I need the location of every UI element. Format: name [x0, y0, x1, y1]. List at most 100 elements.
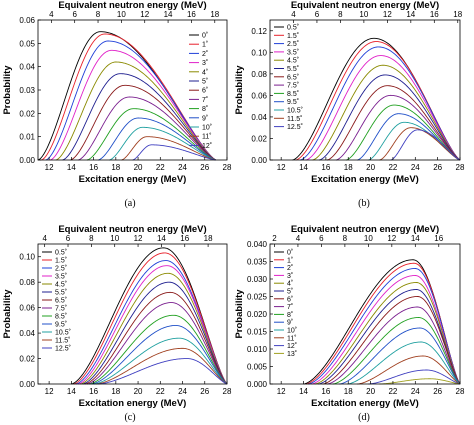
legend-label: 13˚: [287, 350, 297, 358]
top-tick-label: 6: [66, 234, 71, 243]
x-tick-label: 22: [388, 387, 397, 396]
series-line: [62, 73, 217, 161]
y-tick-label: 0.04: [19, 63, 35, 72]
series-line: [75, 260, 228, 385]
series-line: [312, 64, 461, 161]
y-tick-label: 0.04: [251, 113, 267, 122]
x-tick-label: 28: [223, 163, 232, 172]
top-tick-label: 10: [364, 234, 373, 243]
series-line: [80, 272, 228, 385]
top-tick-label: 6: [72, 10, 77, 19]
legend-label: 11.5˚: [55, 337, 70, 345]
series-line: [86, 108, 217, 161]
top-tick-label: 12: [383, 10, 392, 19]
top-tick-label: 16: [434, 234, 443, 243]
top-tick-label: 10: [117, 10, 126, 19]
top-tick-label: 4: [291, 10, 296, 19]
chart-panel-2: 12 14 16 18 20 22 24 26 28 Excitation energy (MeV…: [234, 0, 465, 209]
x-tick-label: 20: [134, 387, 143, 396]
y-tick-label: 0.02: [19, 109, 35, 118]
plot-frame: [37, 243, 228, 385]
legend-label: 8.5˚: [55, 313, 67, 321]
series-line: [311, 275, 461, 385]
series-line: [379, 378, 461, 385]
series-line: [305, 262, 461, 385]
top-tick-label: 12: [134, 234, 143, 243]
legend-label: 12.5˚: [55, 345, 71, 353]
legend-label: 9.5˚: [55, 321, 67, 329]
legend-label: 1.5˚: [55, 257, 67, 265]
x-tick-label: 12: [277, 163, 286, 172]
top-tick-label: 12: [140, 10, 149, 19]
top-tick-label: 14: [157, 234, 166, 243]
legend-label: 2˚: [202, 50, 208, 58]
top-tick-label: 14: [411, 234, 420, 243]
series-line: [55, 61, 217, 161]
legend-label: 0.5˚: [55, 249, 67, 257]
x-tick-label: 28: [456, 163, 465, 172]
top-axis-label: Equivalent neutron energy (MeV): [291, 224, 439, 235]
legend-label: 4.5˚: [287, 57, 299, 65]
x-tick-label: 12: [277, 387, 286, 396]
plot-frame: [269, 243, 461, 385]
y-tick-label: 0.03: [19, 86, 35, 95]
legend-label: 2.5˚: [55, 265, 67, 273]
top-tick-label: 6: [315, 10, 320, 19]
legend-label: 11.5˚: [287, 115, 302, 123]
series-line: [91, 325, 228, 385]
legend-label: 0˚: [287, 249, 293, 257]
legend-label: 6.5˚: [287, 73, 299, 81]
series-line: [307, 268, 461, 385]
legend-label: 12˚: [202, 142, 212, 150]
x-tick-label: 26: [433, 387, 442, 396]
legend-label: 3˚: [202, 59, 208, 67]
legend-label: 2.5˚: [287, 40, 299, 48]
series-line: [335, 94, 461, 161]
panel-label: (c): [124, 412, 135, 423]
top-tick-label: 8: [89, 234, 94, 243]
legend-label: 11˚: [287, 334, 297, 342]
series-line: [73, 252, 228, 385]
series-line: [347, 341, 461, 385]
series-line: [77, 265, 228, 385]
series-line: [86, 302, 228, 385]
top-tick-label: 8: [96, 10, 101, 19]
legend-label: 7.5˚: [55, 305, 67, 313]
x-tick-label: 14: [299, 163, 308, 172]
legend-label: 0.5˚: [287, 24, 299, 32]
legend-label: 5˚: [287, 288, 293, 296]
series-line: [45, 40, 217, 161]
y-axis-label: Probability: [2, 289, 13, 339]
series-line: [109, 126, 216, 161]
legend-label: 4˚: [202, 68, 208, 76]
series-line: [339, 327, 461, 385]
y-tick-label: 0.00: [19, 380, 35, 389]
x-tick-label: 24: [178, 387, 187, 396]
x-tick-label: 12: [45, 163, 54, 172]
y-tick-label: 0.06: [251, 91, 267, 100]
top-tick-label: 16: [187, 10, 196, 19]
top-tick-label: 14: [406, 10, 415, 19]
y-tick-label: 0.08: [19, 278, 35, 287]
legend-label: 7˚: [202, 96, 208, 104]
x-tick-label: 22: [156, 163, 165, 172]
y-tick-label: 0.06: [19, 16, 35, 25]
legend-label: 10˚: [202, 124, 212, 132]
top-tick-label: 4: [42, 234, 47, 243]
legend-label: 1˚: [202, 41, 208, 49]
legend-label: 7˚: [287, 303, 293, 311]
x-tick-label: 18: [344, 387, 353, 396]
chart-panel-1: 12 14 16 18 20 22 24 26 28 Excitation energy (MeV…: [2, 0, 232, 209]
legend-label: 4˚: [287, 280, 293, 288]
series-line: [357, 355, 461, 385]
legend-label: 8.5˚: [287, 90, 299, 98]
y-tick-label: 0.10: [19, 253, 35, 262]
legend-label: 3˚: [287, 272, 293, 280]
x-tick-label: 16: [321, 163, 330, 172]
series-line: [345, 104, 461, 161]
y-tick-label: 0.015: [247, 328, 268, 337]
top-tick-label: 6: [319, 234, 324, 243]
legend-label: 10.5˚: [287, 107, 303, 115]
legend-label: 10.5˚: [55, 329, 71, 337]
x-tick-label: 26: [200, 163, 209, 172]
